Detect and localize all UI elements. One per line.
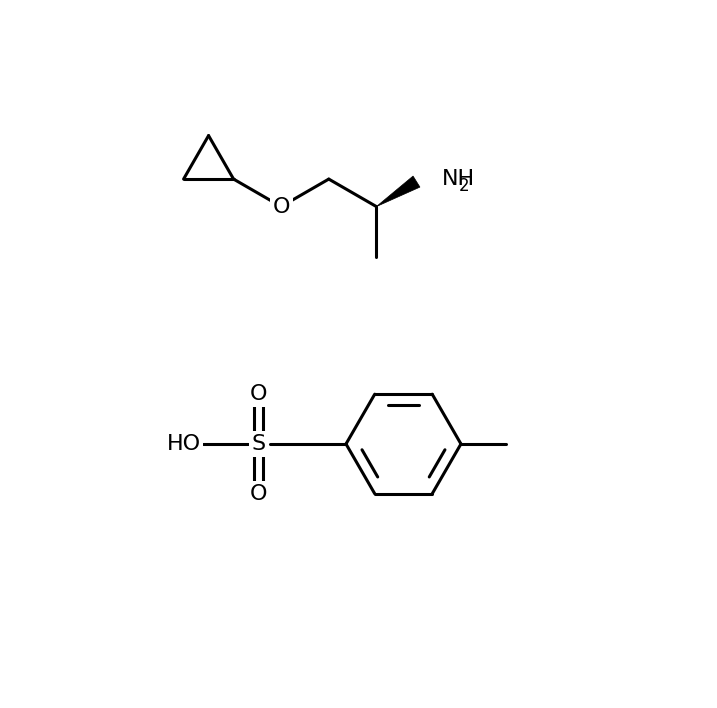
Text: O: O [250, 484, 267, 504]
Text: S: S [252, 434, 265, 454]
Text: O: O [250, 384, 267, 404]
Text: HO: HO [166, 434, 201, 454]
Polygon shape [376, 176, 420, 207]
Text: NH: NH [442, 169, 475, 189]
Text: O: O [272, 197, 290, 217]
Text: 2: 2 [458, 177, 469, 195]
